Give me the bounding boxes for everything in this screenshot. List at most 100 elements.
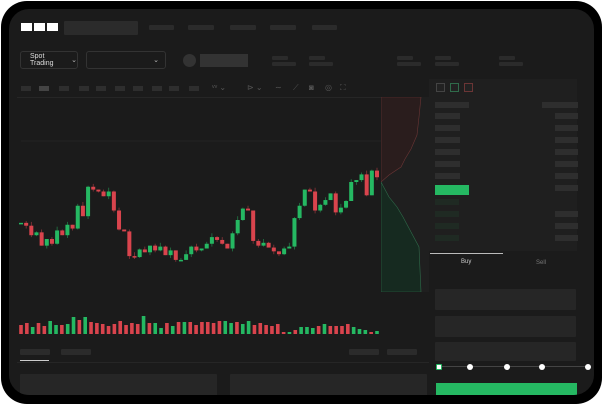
nav-item[interactable] xyxy=(312,25,337,30)
candle xyxy=(29,225,34,236)
ask-price xyxy=(435,125,460,131)
line-icon[interactable]: ∼ xyxy=(275,83,282,92)
candle xyxy=(256,240,261,246)
candle xyxy=(251,210,256,241)
candle xyxy=(122,229,127,232)
timeframe-button[interactable] xyxy=(133,86,143,91)
candle xyxy=(117,210,122,230)
candle xyxy=(364,174,369,196)
filter-button[interactable] xyxy=(387,349,417,355)
filter-button[interactable] xyxy=(349,349,379,355)
volume-bar xyxy=(369,332,373,334)
candle xyxy=(271,247,276,252)
volume-bar xyxy=(194,325,198,334)
candle xyxy=(39,232,44,246)
nav-item[interactable] xyxy=(230,25,256,30)
fullscreen-icon[interactable]: ⛶ xyxy=(340,83,346,92)
volume-bar xyxy=(281,332,286,334)
timeframe-button[interactable] xyxy=(21,86,31,91)
timeframe-button[interactable] xyxy=(189,86,199,91)
orderbook-bids-icon[interactable] xyxy=(450,83,459,92)
volume-bar xyxy=(322,324,327,334)
amount-input[interactable] xyxy=(435,316,576,337)
timeframe-button[interactable] xyxy=(169,86,179,91)
search-bar[interactable] xyxy=(64,21,138,35)
tab-open-orders[interactable] xyxy=(20,349,50,355)
timeframe-button[interactable] xyxy=(152,86,162,91)
timeframe-button[interactable] xyxy=(96,86,106,91)
bid-size xyxy=(555,223,578,229)
ask-size xyxy=(555,149,578,155)
price-input[interactable] xyxy=(435,289,576,310)
slider-step[interactable] xyxy=(585,364,591,370)
candle xyxy=(230,233,235,249)
volume-bar xyxy=(165,323,169,334)
volume-bar xyxy=(124,325,128,334)
mid-price xyxy=(435,185,469,195)
depth-chart xyxy=(381,97,429,292)
candle xyxy=(328,193,333,201)
stat-label xyxy=(309,56,325,60)
bid-price xyxy=(435,223,459,229)
volume-bar xyxy=(316,326,321,334)
timeframe-button[interactable] xyxy=(79,86,89,91)
nav-item[interactable] xyxy=(270,25,296,30)
nav-item[interactable] xyxy=(188,25,214,30)
ruler-icon[interactable]: ⟋ xyxy=(293,83,299,92)
volume-bar xyxy=(363,330,368,334)
candle xyxy=(184,254,189,260)
candlestick-chart[interactable] xyxy=(9,97,429,337)
volume-bar xyxy=(54,325,58,334)
candle xyxy=(147,245,152,253)
candle xyxy=(349,182,354,201)
volume-bar xyxy=(30,327,35,334)
divider xyxy=(17,97,429,98)
tab-buy[interactable]: Buy xyxy=(461,259,472,265)
candle xyxy=(369,170,374,196)
market-type-dropdown[interactable]: Spot Trading ⌄ xyxy=(20,51,78,69)
timeframe-button[interactable] xyxy=(115,86,125,91)
volume-bar xyxy=(375,331,379,334)
stat-value xyxy=(309,62,333,66)
volume-bar xyxy=(36,323,41,334)
volume-bar xyxy=(153,323,158,334)
slider-step[interactable] xyxy=(467,364,473,370)
candle xyxy=(173,250,178,260)
camera-icon[interactable]: ◙ xyxy=(309,83,314,92)
candle xyxy=(282,248,287,255)
stat-label xyxy=(272,56,288,60)
slider-step[interactable] xyxy=(504,364,510,370)
timeframe-button[interactable] xyxy=(59,86,69,91)
candle xyxy=(86,186,91,217)
pair-dropdown[interactable]: ⌄ xyxy=(86,51,166,69)
candle xyxy=(24,222,29,226)
nav-item[interactable] xyxy=(149,25,174,30)
candle xyxy=(65,224,70,236)
slider-track[interactable] xyxy=(439,366,589,367)
slider-step[interactable] xyxy=(539,364,545,370)
bid-size xyxy=(555,235,578,241)
tab-order-history[interactable] xyxy=(61,349,91,355)
candle xyxy=(292,218,297,247)
active-tab-indicator xyxy=(430,253,503,254)
volume-bar xyxy=(311,328,315,334)
tab-sell[interactable]: Sell xyxy=(536,260,547,266)
timeframe-button[interactable] xyxy=(39,86,49,91)
buy-button[interactable] xyxy=(436,383,577,395)
settings-icon[interactable]: ◎ xyxy=(325,83,332,92)
candle xyxy=(178,259,183,262)
volume-bar xyxy=(240,324,245,334)
volume-bar xyxy=(235,322,239,334)
volume-bar xyxy=(95,323,99,334)
orderbook-asks-icon[interactable] xyxy=(464,83,473,92)
volume-bar xyxy=(258,323,263,334)
drawing-icon[interactable]: ⊳ ⌄ xyxy=(247,83,263,92)
ask-size xyxy=(555,113,578,119)
indicator-icon[interactable]: ᵛᵛ ⌄ xyxy=(212,83,227,92)
candle xyxy=(266,242,271,248)
candle xyxy=(44,239,49,246)
total-input[interactable] xyxy=(435,342,576,361)
orderbook-both-icon[interactable] xyxy=(436,83,445,92)
slider-handle[interactable] xyxy=(436,364,442,370)
candle xyxy=(168,250,173,256)
